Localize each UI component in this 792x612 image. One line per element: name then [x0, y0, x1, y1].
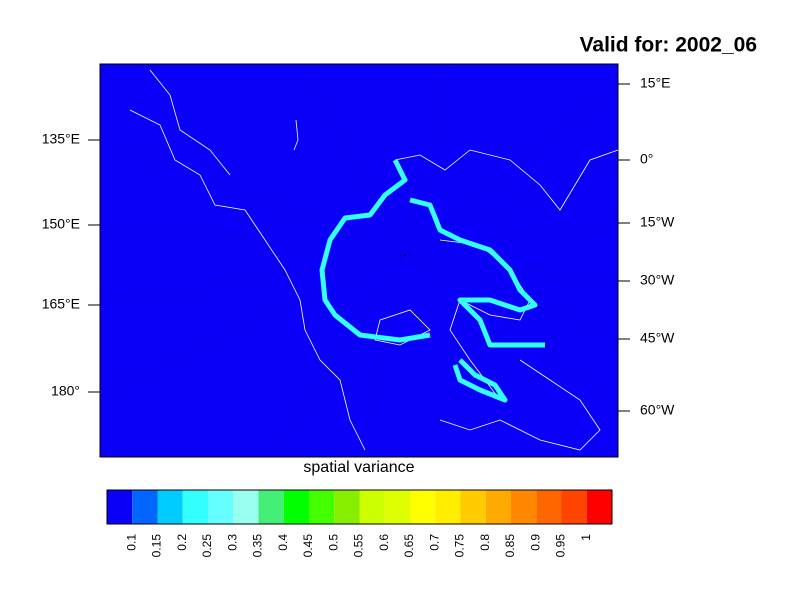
colorbar-box: [460, 490, 486, 524]
left-label: 150°E: [42, 216, 80, 232]
map-frame: [99, 63, 619, 458]
ice-edge: [319, 158, 545, 403]
colorbar-tick-label: 0.9: [528, 534, 542, 551]
colorbar-tick-label: 0.3: [225, 534, 239, 551]
right-label: 15°E: [640, 75, 671, 91]
title: Valid for: 2002_06: [580, 34, 757, 57]
right-label: 45°W: [640, 330, 675, 346]
colorbar-box: [132, 490, 158, 524]
colorbar-tick-label: 0.2: [175, 534, 189, 551]
colorbar-box: [586, 490, 612, 524]
colorbar-box: [208, 490, 234, 524]
right-label: 60°W: [640, 402, 675, 418]
right-label: 15°W: [640, 214, 675, 230]
left-label: 180°: [51, 383, 80, 399]
colorbar-tick-label: 0.15: [150, 534, 164, 558]
colorbar-tick-label: 0.85: [503, 534, 517, 558]
colorbar-tick-label: 0.65: [402, 534, 416, 558]
colorbar-box: [536, 490, 562, 524]
colorbar-box: [309, 490, 335, 524]
colorbar-tick-label: 0.6: [377, 534, 391, 551]
colorbar-box: [511, 490, 537, 524]
colorbar-tick-label: 0.25: [200, 534, 214, 558]
right-label: 30°W: [640, 272, 675, 288]
left-labels: 135°E 150°E 165°E 180°: [42, 131, 100, 399]
right-labels: 15°E 0° 15°W 30°W 45°W 60°W: [618, 75, 675, 418]
colorbar-box: [561, 490, 587, 524]
left-label: 135°E: [42, 131, 80, 147]
colorbar-box: [485, 490, 511, 524]
colorbar: 0.1 0.15 0.2 0.25 0.3 0.35 0.4 0.45 0.5 0.55 0.6 0.…: [106, 489, 613, 558]
colorbar-tick-label: 0.1: [124, 534, 138, 551]
colorbar-label: spatial variance: [303, 459, 414, 476]
colorbar-tick-label: 0.8: [478, 534, 492, 551]
right-label: 0°: [640, 151, 653, 167]
colorbar-box: [410, 490, 436, 524]
colorbar-box: [233, 490, 259, 524]
colorbar-tick-label: 0.7: [427, 534, 441, 551]
graticule: [99, 63, 619, 458]
colorbar-box: [359, 490, 385, 524]
colorbar-tick-label: 0.35: [251, 534, 265, 558]
colorbar-tick-label: 0.45: [301, 534, 315, 558]
colorbar-box: [384, 490, 410, 524]
map: 135°E 150°E 165°E 180° 15°E 0° 15°W 30°W 45°W 60…: [42, 63, 675, 458]
colorbar-box: [157, 490, 183, 524]
colorbar-box: [435, 490, 461, 524]
colorbar-box: [258, 490, 284, 524]
colorbar-tick-label: 0.75: [453, 534, 467, 558]
colorbar-frame: [106, 489, 613, 525]
colorbar-box: [182, 490, 208, 524]
colorbar-tick-label: 0.55: [352, 534, 366, 558]
colorbar-tick-label: 0.4: [276, 534, 290, 551]
colorbar-tick-label: 0.95: [554, 534, 568, 558]
colorbar-box: [283, 490, 309, 524]
colorbar-tick-label: 1: [579, 534, 593, 541]
colorbar-tick-label: 0.5: [326, 534, 340, 551]
colorbar-box: [334, 490, 360, 524]
left-label: 165°E: [42, 296, 80, 312]
colorbar-box: [107, 490, 133, 524]
